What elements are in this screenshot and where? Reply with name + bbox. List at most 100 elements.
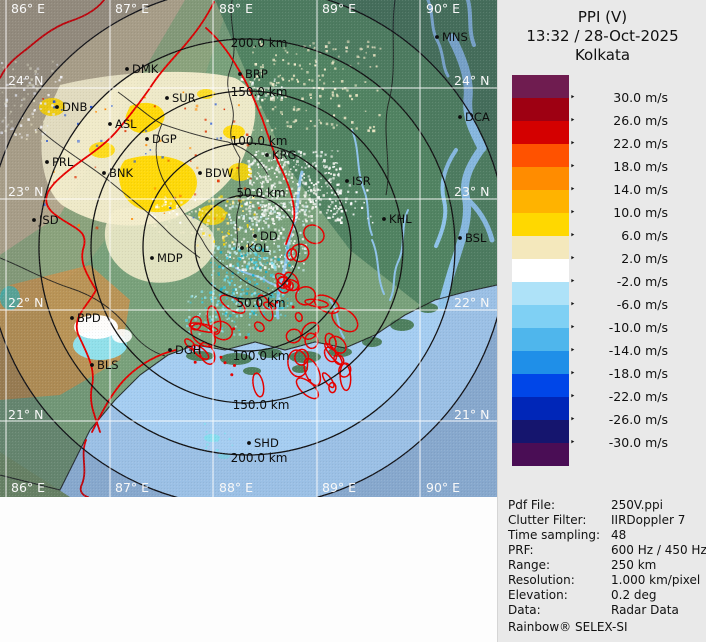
legend-color-cell: [512, 328, 569, 351]
station-dot: [45, 160, 49, 164]
metadata-label: Range:: [508, 558, 551, 572]
lon-label-bottom: 90° E: [426, 480, 460, 495]
metadata-label: Data:: [508, 603, 541, 617]
legend-tick-arrow-icon: ‣: [570, 116, 576, 126]
legend-label-text: 14.0 m/s: [613, 182, 668, 197]
station-dot: [345, 179, 349, 183]
station-label: DGH: [175, 343, 201, 357]
station-label: KRG: [272, 148, 296, 162]
legend-label-text: 6.0 m/s: [621, 228, 668, 243]
station-label: BRP: [245, 67, 268, 81]
metadata-value: 1.000 km/pixel: [611, 573, 701, 587]
station-label: DCA: [465, 110, 490, 124]
lon-label-bottom: 86° E: [11, 480, 45, 495]
legend-label-text: -2.0 m/s: [616, 274, 668, 289]
product-title: PPI (V): [577, 8, 628, 26]
range-ring-label: 50.0 km: [236, 296, 285, 310]
legend-tick-arrow-icon: ‣: [570, 139, 576, 149]
lat-label-left: 23° N: [8, 184, 43, 199]
station-dot: [458, 236, 462, 240]
legend-color-cell: [512, 190, 569, 213]
station-label: MDP: [157, 251, 183, 265]
station-label: DD: [260, 229, 278, 243]
station-dot: [238, 72, 242, 76]
lat-label-left: 22° N: [8, 295, 43, 310]
station-dot: [382, 217, 386, 221]
metadata-value: IIRDoppler 7: [611, 513, 686, 527]
lon-label-top: 86° E: [11, 1, 45, 16]
legend-label: ‣ 18.0 m/s: [570, 159, 668, 175]
lon-label-bottom: 88° E: [219, 480, 253, 495]
lat-label-right: 22° N: [454, 295, 489, 310]
station-dot: [102, 171, 106, 175]
lat-label-right: 21° N: [454, 407, 489, 422]
station-dot: [125, 67, 129, 71]
station-label: BDW: [205, 166, 233, 180]
legend-label-text: 2.0 m/s: [621, 251, 668, 266]
legend-label: ‣ 10.0 m/s: [570, 205, 668, 221]
station-label: KHL: [389, 212, 412, 226]
metadata-row: Data: Radar Data: [508, 603, 703, 618]
metadata-row: Elevation: 0.2 deg: [508, 588, 703, 603]
legend-color-cell: [512, 236, 569, 259]
legend-label: ‣ 22.0 m/s: [570, 136, 668, 152]
legend-label: ‣ 2.0 m/s: [570, 251, 668, 267]
legend-label-text: -26.0 m/s: [608, 412, 668, 427]
legend-label: ‣ 30.0 m/s: [570, 90, 668, 106]
legend-tick-arrow-icon: ‣: [570, 369, 576, 379]
lat-label-left: 21° N: [8, 407, 43, 422]
station-dot: [165, 96, 169, 100]
halftone-texture: [0, 0, 497, 497]
lat-label-left: 24° N: [8, 73, 43, 88]
station-dot: [70, 316, 74, 320]
station-label: PRL: [52, 155, 74, 169]
range-ring-label: 150.0 km: [231, 85, 288, 99]
station-dot: [55, 105, 59, 109]
radar-site-name: Kolkata: [574, 46, 631, 64]
legend-label-text: -10.0 m/s: [608, 320, 668, 335]
legend-label-text: -18.0 m/s: [608, 366, 668, 381]
lon-label-bottom: 89° E: [322, 480, 356, 495]
metadata-value: Radar Data: [611, 603, 679, 617]
legend-label-text: -6.0 m/s: [616, 297, 668, 312]
legend-color-cell: [512, 75, 569, 98]
timestamp: 13:32 / 28-Oct-2025: [526, 27, 679, 45]
lon-label-top: 89° E: [322, 1, 356, 16]
station-label: JSD: [38, 213, 59, 227]
legend-tick-arrow-icon: ‣: [570, 185, 576, 195]
station-dot: [435, 35, 439, 39]
legend-tick-arrow-icon: ‣: [570, 323, 576, 333]
metadata-row: Resolution: 1.000 km/pixel: [508, 573, 703, 588]
legend-tick-arrow-icon: ‣: [570, 162, 576, 172]
metadata-value: 250 km: [611, 558, 657, 572]
range-ring-label: 100.0 km: [231, 134, 288, 148]
legend-color-cell: [512, 282, 569, 305]
legend-color-cell: [512, 397, 569, 420]
legend-label-text: 10.0 m/s: [613, 205, 668, 220]
legend-color-cell: [512, 121, 569, 144]
scan-metadata-table: Pdf File: 250V.ppi Clutter Filter: IIRDoppl…: [508, 498, 706, 618]
legend-label: ‣ -2.0 m/s: [570, 274, 668, 290]
station-dot: [168, 348, 172, 352]
legend-label-text: -22.0 m/s: [608, 389, 668, 404]
station-dot: [458, 115, 462, 119]
metadata-row: Clutter Filter: IIRDoppler 7: [508, 513, 703, 528]
metadata-row: Range: 250 km: [508, 558, 703, 573]
legend-tick-arrow-icon: ‣: [570, 208, 576, 218]
latlon-labels: 86° E 87° E 88° E 89° E 90° E 86° E 87° E 88° E…: [8, 1, 489, 495]
station-dot: [145, 137, 149, 141]
legend-label: ‣ -6.0 m/s: [570, 297, 668, 313]
legend-label: ‣ -10.0 m/s: [570, 320, 668, 336]
legend-tick-arrow-icon: ‣: [570, 415, 576, 425]
station-dot: [265, 153, 269, 157]
metadata-label: Elevation:: [508, 588, 568, 602]
legend-tick-arrow-icon: ‣: [570, 93, 576, 103]
legend-label: ‣ -22.0 m/s: [570, 389, 668, 405]
software-brand: Rainbow® SELEX-SI: [508, 620, 628, 634]
lon-label-bottom: 87° E: [115, 480, 149, 495]
legend-label: ‣ 6.0 m/s: [570, 228, 668, 244]
legend-tick-arrow-icon: ‣: [570, 392, 576, 402]
radar-map-canvas: 86° E 87° E 88° E 89° E 90° E 86° E 87° E 88° E…: [0, 0, 508, 508]
metadata-label: PRF:: [508, 543, 534, 557]
metadata-label: Resolution:: [508, 573, 575, 587]
